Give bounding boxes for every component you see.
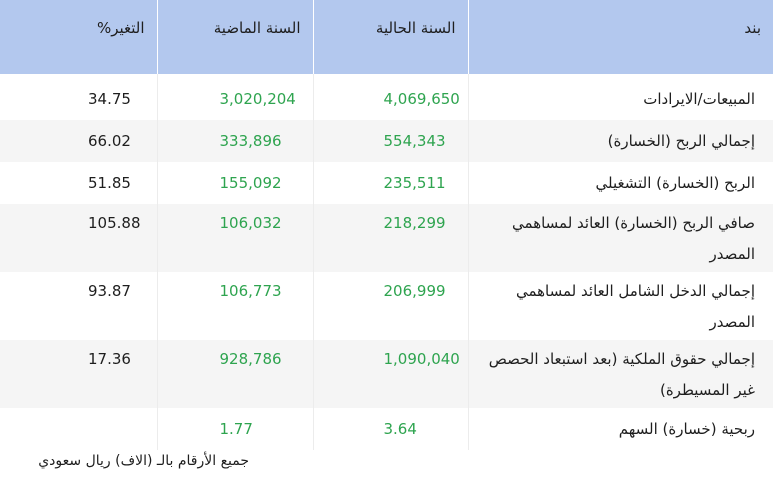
financial-table: بند السنة الحالية السنة الماضية التغير% … (0, 0, 773, 450)
row-current: 235,511 (312, 162, 468, 204)
row-previous: 333,896 (156, 120, 313, 162)
row-change: 93.87 (0, 272, 157, 340)
table-row: إجمالي الدخل الشامل العائد لمساهمي المصد… (0, 272, 773, 340)
row-current: 4,069,650 (312, 74, 468, 120)
row-change: 66.02 (0, 120, 157, 162)
row-current: 1,090,040 (312, 340, 468, 408)
row-change: 17.36 (0, 340, 157, 408)
table-row: المبيعات/الايرادات 4,069,650 3,020,204 3… (0, 74, 773, 120)
table-row: ربحية (خسارة) السهم 3.64 1.77 (0, 408, 773, 450)
table-row: صافي الربح (الخسارة) العائد لمساهمي المص… (0, 204, 773, 272)
row-item: ربحية (خسارة) السهم (467, 408, 773, 450)
header-item: بند (467, 0, 773, 74)
header-change-percent: التغير% (0, 0, 157, 74)
header-previous-year: السنة الماضية (156, 0, 313, 74)
row-item: إجمالي الدخل الشامل العائد لمساهمي المصد… (467, 272, 773, 340)
row-previous: 155,092 (156, 162, 313, 204)
row-previous: 106,773 (156, 272, 313, 340)
row-item: المبيعات/الايرادات (467, 74, 773, 120)
row-current: 218,299 (312, 204, 468, 272)
row-change: 51.85 (0, 162, 157, 204)
row-current: 554,343 (312, 120, 468, 162)
row-previous: 1.77 (156, 408, 313, 450)
row-previous: 928,786 (156, 340, 313, 408)
table-row: إجمالي الربح (الخسارة) 554,343 333,896 6… (0, 120, 773, 162)
units-footnote: جميع الأرقام بالـ (الاف) ريال سعودي (38, 453, 249, 469)
row-change: 105.88 (0, 204, 157, 272)
table-row: الربح (الخسارة) التشغيلي 235,511 155,092… (0, 162, 773, 204)
row-previous: 3,020,204 (156, 74, 313, 120)
row-change: 34.75 (0, 74, 157, 120)
row-previous: 106,032 (156, 204, 313, 272)
row-item: صافي الربح (الخسارة) العائد لمساهمي المص… (467, 204, 773, 272)
row-item: الربح (الخسارة) التشغيلي (467, 162, 773, 204)
row-item: إجمالي حقوق الملكية (بعد استبعاد الحصص غ… (467, 340, 773, 408)
table-row: إجمالي حقوق الملكية (بعد استبعاد الحصص غ… (0, 340, 773, 408)
row-item: إجمالي الربح (الخسارة) (467, 120, 773, 162)
row-current: 3.64 (312, 408, 468, 450)
header-current-year: السنة الحالية (312, 0, 468, 74)
row-current: 206,999 (312, 272, 468, 340)
row-change (0, 408, 157, 450)
table-header-row: بند السنة الحالية السنة الماضية التغير% (0, 0, 773, 74)
